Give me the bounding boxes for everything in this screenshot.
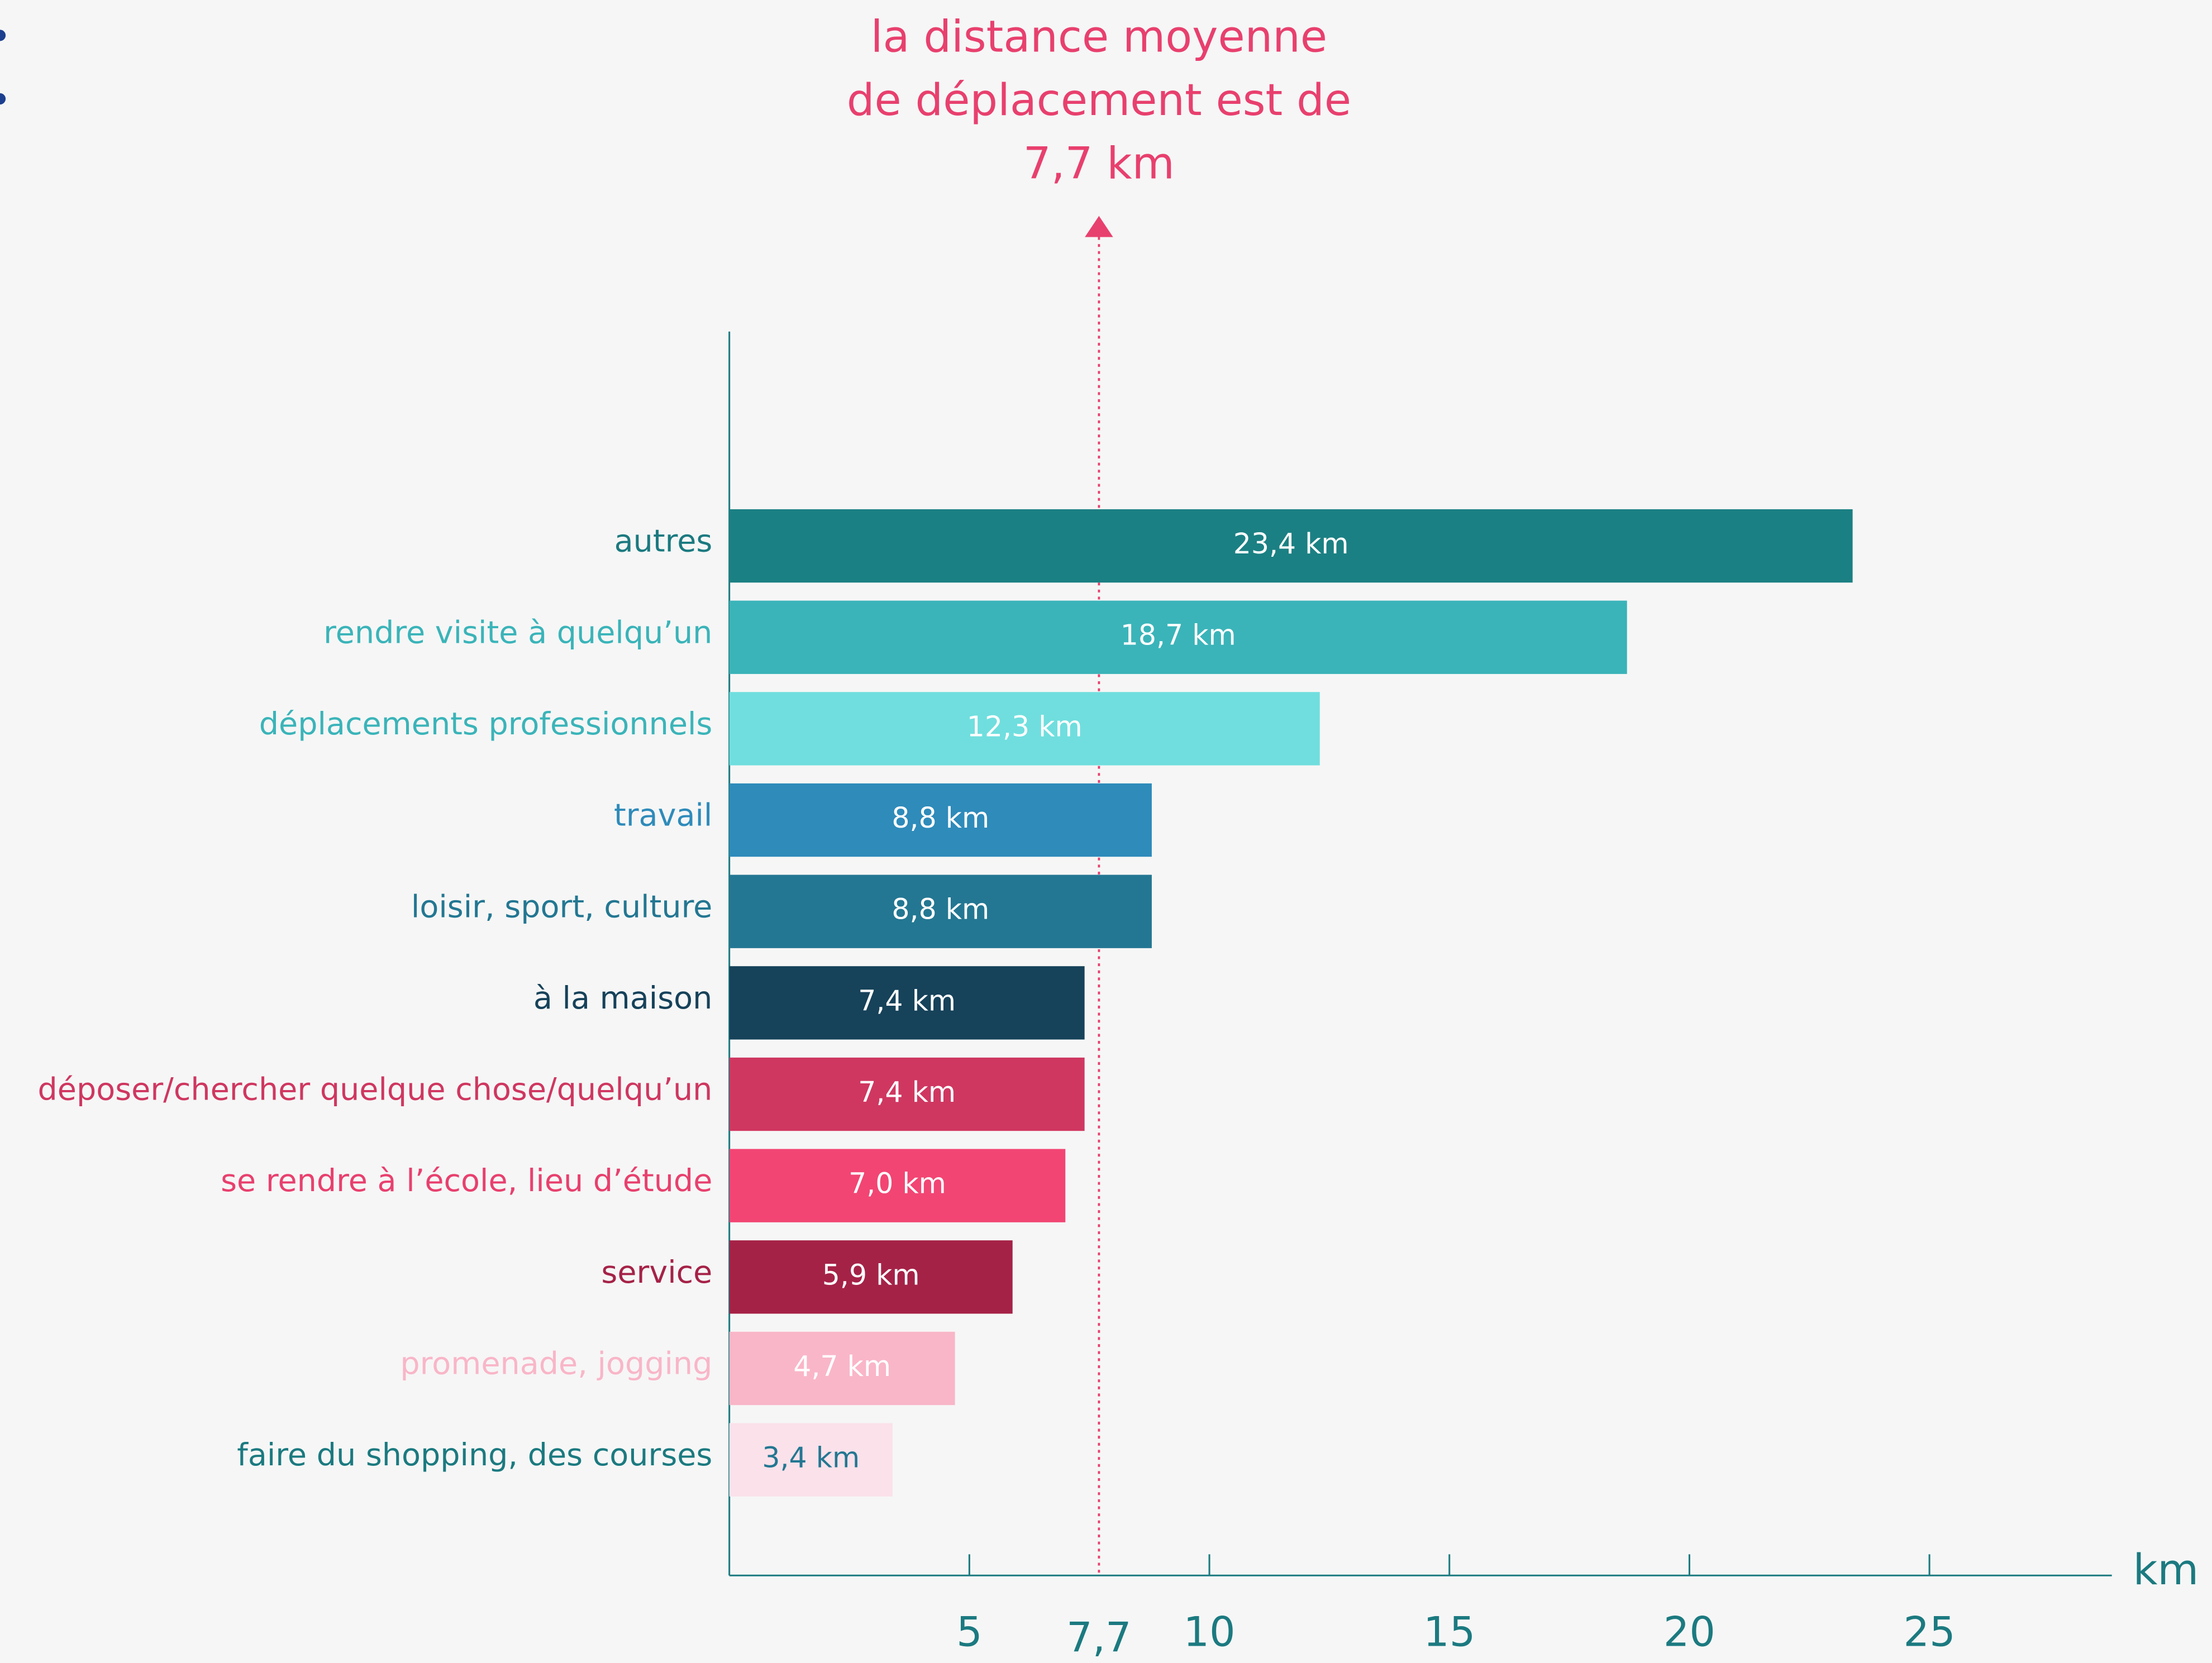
annotation: la distance moyenne [871, 11, 1327, 62]
bar [729, 1149, 1066, 1222]
category-label: rendre visite à quelqu’un [323, 614, 712, 651]
value-label: 3,4 km [762, 1441, 860, 1474]
decor-dot [0, 93, 6, 105]
bar [729, 509, 1853, 583]
annotation: de déplacement est de [847, 75, 1351, 126]
bar [729, 1423, 893, 1497]
x-tick-label: 20 [1663, 1608, 1715, 1656]
category-label: à la maison [533, 980, 713, 1016]
bar [729, 783, 1152, 857]
value-label: 8,8 km [892, 893, 989, 926]
category-label: travail [614, 797, 712, 834]
x-tick-label: 15 [1423, 1608, 1475, 1656]
mean-arrow [1085, 216, 1113, 237]
value-label: 4,7 km [793, 1350, 891, 1383]
category-label: se rendre à l’école, lieu d’étude [221, 1163, 712, 1199]
bar [729, 692, 1320, 766]
x-tick-label: 25 [1904, 1608, 1956, 1656]
category-label: autres [614, 523, 713, 560]
category-label: service [601, 1254, 712, 1291]
x-tick-label: 7,7 [1066, 1614, 1131, 1661]
value-label: 8,8 km [892, 801, 989, 834]
category-label: faire du shopping, des courses [237, 1437, 712, 1473]
annotation: 7,7 km [1023, 138, 1175, 189]
x-tick-label: 5 [956, 1608, 983, 1656]
bar [729, 966, 1085, 1040]
category-label: déplacements professionnels [259, 706, 713, 742]
category-label: loisir, sport, culture [411, 888, 712, 925]
value-label: 18,7 km [1121, 619, 1236, 652]
value-label: 12,3 km [967, 710, 1083, 743]
value-label: 7,4 km [858, 984, 956, 1017]
value-label: 7,4 km [858, 1076, 956, 1108]
value-label: 5,9 km [822, 1258, 920, 1291]
category-label: promenade, jogging [400, 1346, 712, 1382]
x-axis-label: km [2133, 1545, 2199, 1594]
bar [729, 600, 1627, 674]
bar [729, 1331, 955, 1406]
category-label: déposer/chercher quelque chose/quelqu’un [38, 1072, 713, 1108]
x-tick-label: 10 [1183, 1608, 1235, 1656]
bar [729, 874, 1152, 948]
value-label: 7,0 km [848, 1167, 946, 1200]
value-label: 23,4 km [1233, 527, 1349, 560]
decor-dot [0, 30, 6, 41]
bar [729, 1240, 1013, 1314]
bar [729, 1057, 1085, 1131]
